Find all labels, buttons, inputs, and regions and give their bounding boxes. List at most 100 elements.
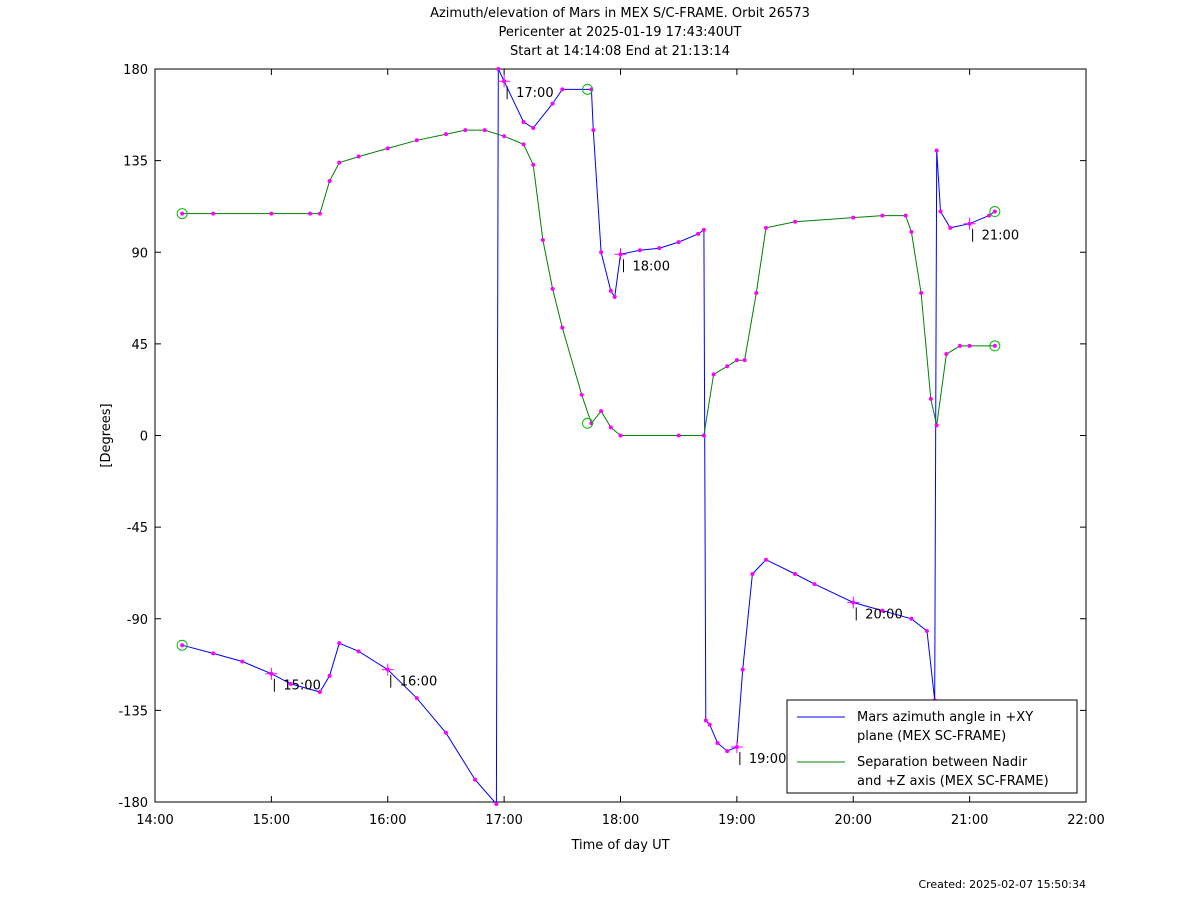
series-point [560,87,565,92]
series-point [521,142,526,147]
y-tick-label: -135 [118,704,148,719]
series-point [948,225,953,230]
x-tick-label: 15:00 [253,813,290,828]
series-point [608,288,613,293]
x-axis-label: Time of day UT [570,838,669,853]
series-point [793,219,798,224]
series-point [356,154,361,159]
series-point [703,718,708,723]
series-point [701,433,706,438]
series-point [919,290,924,295]
series-point [742,358,747,363]
series-point [337,641,342,646]
series-point [327,673,332,678]
series-point [414,138,419,143]
series-point [754,290,759,295]
x-tick-label: 18:00 [602,813,639,828]
series-point [909,229,914,234]
series-point [337,160,342,165]
y-tick-label: -90 [127,613,148,628]
y-tick-label: 135 [123,155,148,170]
y-tick-label: 45 [131,338,148,353]
y-axis: 180 135 90 45 0 -45 -90 -135 -180 [118,63,1086,811]
series-point [443,730,448,735]
endpoint-marker [989,340,1001,352]
y-tick-label: -45 [127,521,148,536]
endpoint-marker [989,206,1001,218]
series-point [317,690,322,695]
endpoint-marker [176,639,188,651]
series-point [992,343,997,348]
series-point [657,246,662,251]
legend-label: Mars azimuth angle in +XY [857,710,1033,725]
x-tick-label: 22:00 [1067,813,1104,828]
series-point [944,352,949,357]
endpoint-marker [582,83,594,95]
series-point [637,248,642,253]
series-point [317,211,322,216]
endpoint-marker [176,208,188,220]
series-point [676,240,681,245]
hour-label: 17:00 [516,86,553,101]
y-tick-label: -180 [118,796,148,811]
series-point [443,132,448,137]
series-point [608,425,613,430]
series-point [591,128,596,133]
title-line: Pericenter at 2025-01-19 17:43:40UT [498,25,741,40]
legend-label: plane (MEX SC-FRAME) [857,729,1006,744]
chart-title: Azimuth/elevation of Mars in MEX S/C-FRA… [430,6,810,59]
series-point [211,651,216,656]
title-line: Azimuth/elevation of Mars in MEX S/C-FRA… [430,6,810,21]
series-point [740,667,745,672]
legend-box [786,699,1078,794]
title-line: Start at 14:14:08 End at 21:13:14 [510,44,730,59]
series-line-0 [182,68,996,806]
series-point [531,126,536,131]
series-point [696,231,701,236]
series-point [725,364,730,369]
endpoint-marker [582,417,594,429]
series-point [957,343,962,348]
series-point [934,423,939,428]
series-point [903,213,908,218]
series-point [521,119,526,124]
series-point [711,372,716,377]
y-tick-label: 180 [123,63,148,78]
series-point [734,358,739,363]
series-point [763,557,768,562]
x-tick-label: 14:00 [136,813,173,828]
series-point [531,162,536,167]
series-point [618,433,623,438]
legend: Mars azimuth angle in +XY plane (MEX SC-F… [786,699,1078,794]
series-point [473,777,478,782]
legend-label: and +Z axis (MEX SC-FRAME) [857,774,1049,789]
series-point [579,392,584,397]
series-point [707,722,712,727]
series-point [463,128,468,133]
series-point [180,643,185,648]
legend-label: Separation between Nadir [857,755,1028,770]
y-axis-label: [Degrees] [99,403,114,467]
series-point [211,211,216,216]
series-point [308,211,313,216]
series-point [763,225,768,230]
series-point [880,213,885,218]
series-point [715,740,720,745]
series-point [494,802,499,807]
series-point [725,749,730,754]
series-point [924,628,929,633]
series-point [560,325,565,330]
series-point [550,101,555,106]
hour-label: 18:00 [633,259,670,274]
hour-label: 21:00 [982,229,1019,244]
x-tick-label: 19:00 [718,813,755,828]
series-point [676,433,681,438]
series-point [851,215,856,220]
series-point [269,211,274,216]
series-point [385,146,390,151]
series-point [356,649,361,654]
series-point [502,134,507,139]
series-point [909,616,914,621]
hour-label: 15:00 [283,679,320,694]
